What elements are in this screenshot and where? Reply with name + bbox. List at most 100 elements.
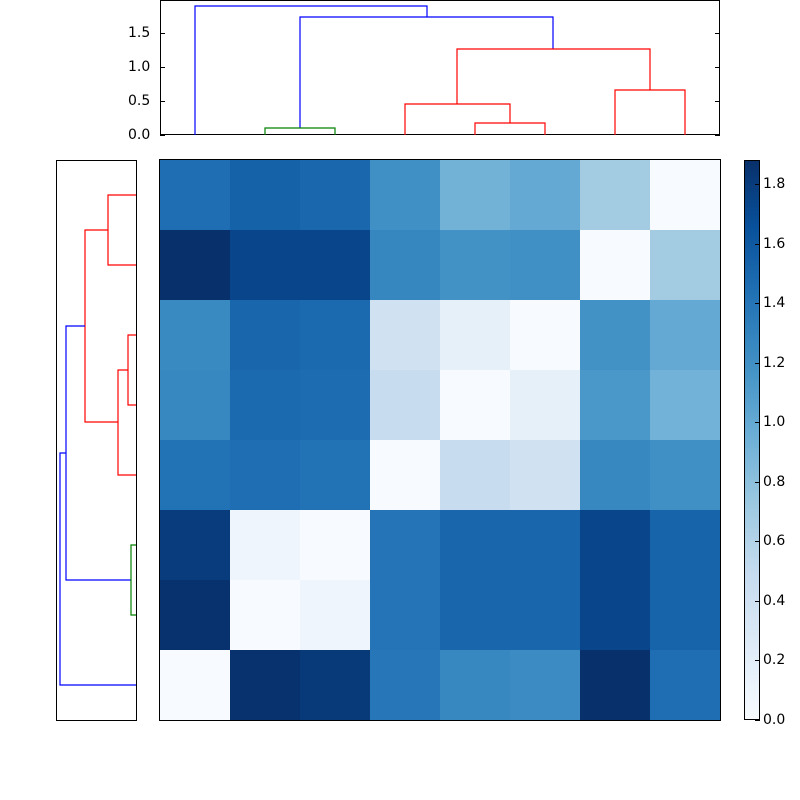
heatmap-cell [230, 370, 300, 440]
colorbar-tick-mark [755, 482, 760, 483]
colorbar-tick-label: 1.2 [763, 355, 786, 371]
heatmap-cell [440, 440, 510, 510]
colorbar-tick-label: 0.6 [763, 533, 786, 549]
heatmap-cell [160, 580, 230, 650]
heatmap-cell [440, 580, 510, 650]
heatmap-cell [160, 370, 230, 440]
heatmap-cell [230, 160, 300, 230]
heatmap-cell [370, 650, 440, 720]
heatmap-cell [230, 650, 300, 720]
heatmap-cell [650, 300, 720, 370]
top-axis-tick-mark [160, 67, 165, 68]
top-axis-tick-mark [715, 67, 720, 68]
heatmap-cell [580, 440, 650, 510]
top-axis-tick-label: 1.5 [128, 25, 151, 41]
top-dendrogram-link [194, 5, 428, 135]
heatmap-cell [440, 300, 510, 370]
heatmap-cell [510, 370, 580, 440]
top-dendrogram-link [299, 16, 554, 128]
colorbar-tick-label: 0.8 [763, 474, 786, 490]
heatmap-cell [370, 230, 440, 300]
top-axis-tick-mark [715, 101, 720, 102]
heatmap-cell [230, 440, 300, 510]
colorbar-tick-mark [755, 720, 760, 721]
heatmap-cell [440, 230, 510, 300]
top-dendrogram-link [264, 127, 336, 135]
heatmap-cell [580, 580, 650, 650]
colorbar-tick-label: 0.4 [763, 593, 786, 609]
top-axis-tick-label: 0.0 [128, 127, 151, 143]
heatmap-cell [160, 650, 230, 720]
heatmap-cell [580, 650, 650, 720]
heatmap-cell [370, 510, 440, 580]
heatmap-cell [230, 580, 300, 650]
colorbar-tick-label: 1.6 [763, 236, 786, 252]
heatmap-cell [300, 160, 370, 230]
top-axis-tick-label: 1.0 [128, 59, 151, 75]
heatmap-cell [160, 300, 230, 370]
heatmap-cell [300, 370, 370, 440]
heatmap-cell [370, 160, 440, 230]
heatmap-cell [580, 230, 650, 300]
top-dendrogram-link [614, 89, 686, 135]
heatmap-cell [580, 510, 650, 580]
heatmap-cell [650, 440, 720, 510]
left-dendrogram-link [117, 369, 136, 476]
left-dendrogram-link [65, 325, 131, 581]
heatmap-cell [440, 510, 510, 580]
colorbar-tick-label: 0.0 [763, 712, 786, 728]
left-dendrogram-link [59, 452, 136, 686]
heatmap-cell [300, 650, 370, 720]
top-dendrogram-link [456, 48, 651, 104]
heatmap-cell [370, 440, 440, 510]
heatmap-cell [580, 160, 650, 230]
heatmap-cell [650, 510, 720, 580]
heatmap-cell [160, 230, 230, 300]
heatmap-cell [300, 510, 370, 580]
heatmap-cell [650, 580, 720, 650]
heatmap-cell [650, 650, 720, 720]
colorbar-tick-label: 1.8 [763, 176, 786, 192]
heatmap-cell [510, 300, 580, 370]
heatmap-cell [440, 650, 510, 720]
heatmap-cell [370, 300, 440, 370]
left-dendrogram-link [84, 229, 118, 423]
heatmap-cell [230, 230, 300, 300]
top-axis-tick-label: 0.5 [128, 93, 151, 109]
top-axis-tick-mark [160, 135, 165, 136]
heatmap-cell [160, 160, 230, 230]
top-dendrogram-link [404, 103, 511, 135]
colorbar-tick-label: 0.2 [763, 652, 786, 668]
colorbar-tick-mark [755, 422, 760, 423]
heatmap-cell [650, 160, 720, 230]
heatmap-cell [160, 440, 230, 510]
left-dendrogram-link [107, 194, 136, 266]
heatmap-cell [440, 160, 510, 230]
colorbar-tick-label: 1.0 [763, 414, 786, 430]
colorbar-tick-mark [755, 660, 760, 661]
heatmap-cell [510, 440, 580, 510]
heatmap-cell [510, 510, 580, 580]
heatmap-cell [510, 580, 580, 650]
heatmap-cell [580, 370, 650, 440]
heatmap-cell [160, 510, 230, 580]
left-dendrogram-axes [56, 160, 137, 721]
heatmap-cell [230, 300, 300, 370]
heatmap-cell [510, 230, 580, 300]
heatmap-cell [510, 650, 580, 720]
colorbar-tick-mark [755, 541, 760, 542]
colorbar-tick-mark [755, 184, 760, 185]
colorbar [744, 160, 760, 720]
heatmap-cell [370, 370, 440, 440]
top-dendrogram-link [474, 122, 546, 135]
heatmap-cell [300, 580, 370, 650]
heatmap-cell [650, 370, 720, 440]
top-axis-tick-mark [160, 101, 165, 102]
heatmap-cell [580, 300, 650, 370]
left-dendrogram-link [127, 334, 136, 406]
heatmap-cell [300, 300, 370, 370]
heatmap-cell [230, 510, 300, 580]
heatmap [159, 159, 721, 721]
